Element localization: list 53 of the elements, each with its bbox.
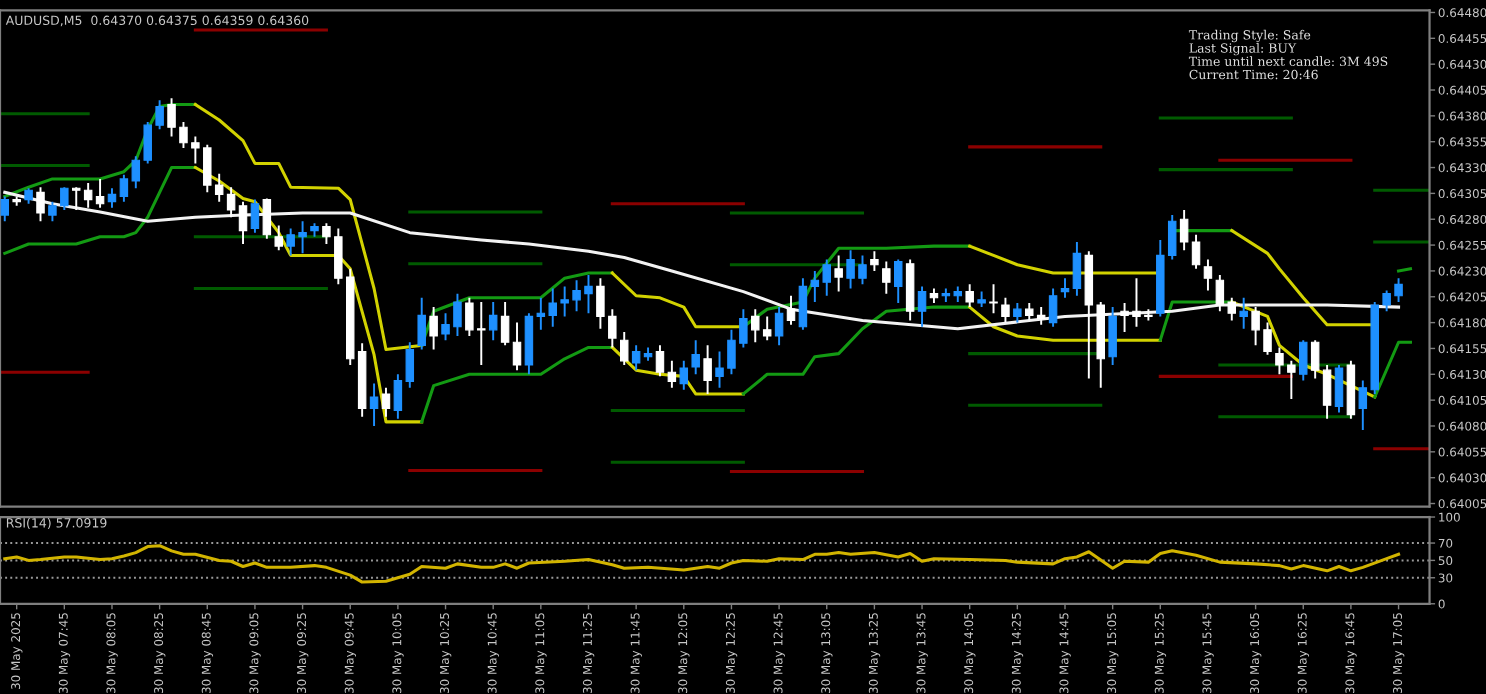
candlestick (893, 258, 903, 304)
candlestick (917, 285, 927, 328)
candlestick (882, 260, 891, 295)
candlestick (512, 321, 522, 372)
line-series (3, 102, 197, 199)
candlestick (1239, 296, 1248, 330)
candlestick (369, 382, 379, 427)
candlestick (381, 386, 391, 418)
candlestick (500, 300, 510, 347)
candlestick (1334, 364, 1344, 414)
candlestick (786, 294, 796, 326)
candlestick (417, 296, 426, 351)
candlestick (703, 344, 712, 395)
candlestick (107, 187, 117, 209)
line-series (193, 166, 424, 424)
candlestick (0, 195, 10, 223)
candlestick (870, 250, 879, 272)
line-series (741, 305, 972, 396)
candlestick (250, 198, 260, 234)
candlestick (774, 306, 784, 347)
candlestick (965, 283, 974, 309)
candlestick (1013, 302, 1022, 324)
candlestick (488, 300, 498, 342)
candlestick (1299, 339, 1308, 382)
candlestick (429, 306, 438, 351)
candlestick (631, 344, 641, 372)
line-series (610, 345, 745, 396)
candlestick (1060, 277, 1070, 299)
line-series (3, 544, 1401, 584)
candlestick (262, 197, 272, 240)
line-series (968, 305, 1162, 342)
line-series (193, 102, 424, 352)
candlestick (1179, 208, 1189, 252)
candlestick (1001, 296, 1010, 324)
line-series (3, 166, 197, 255)
candlestick (1072, 241, 1082, 297)
candlestick (1108, 306, 1117, 366)
candlestick (619, 330, 629, 366)
line-series (420, 345, 614, 424)
candlestick (274, 224, 284, 252)
line-series (3, 190, 1401, 331)
candlestick (667, 359, 677, 389)
candlestick (95, 177, 105, 209)
candlestick (238, 200, 248, 246)
candlestick (905, 258, 915, 322)
line-series (420, 271, 614, 347)
candlestick (36, 186, 45, 223)
candlestick (655, 344, 665, 378)
candlestick (989, 283, 998, 315)
candlestick (1048, 287, 1058, 328)
candlestick (1203, 258, 1213, 292)
candlestick (834, 254, 843, 293)
candlestick (1191, 233, 1201, 270)
